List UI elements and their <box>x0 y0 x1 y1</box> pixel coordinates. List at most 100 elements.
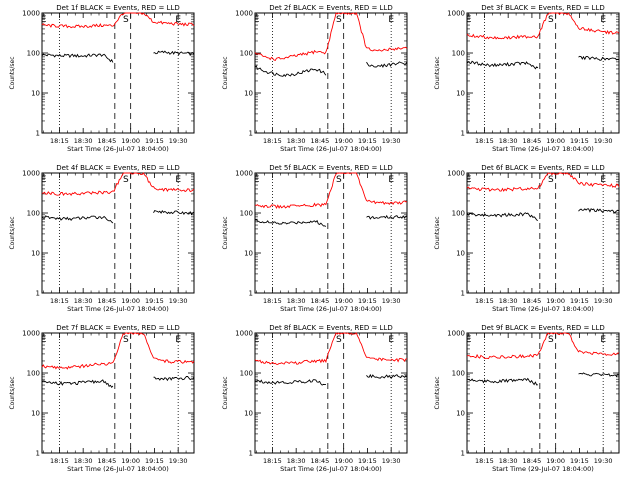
event-marker-label: S <box>336 15 342 25</box>
event-marker-label: S <box>123 175 129 185</box>
y-tick-label: 100 <box>27 370 40 378</box>
y-axis-label: Counts/sec <box>9 376 16 409</box>
events-series-line <box>578 372 620 378</box>
event-marker-label: E <box>600 15 606 25</box>
y-axis-label: Counts/sec <box>9 56 16 89</box>
event-marker-label: S <box>123 335 129 345</box>
plot-frame <box>254 172 408 294</box>
y-tick-label: 100 <box>240 370 253 378</box>
x-tick-label: 18:45 <box>98 137 117 145</box>
panel-7: Det 7f BLACK = Events, RED = LLD 1 10 100 10… <box>9 324 195 473</box>
event-marker-label: E <box>41 335 47 345</box>
panel-9: Det 9f BLACK = Events, RED = LLD 1 10 100 10… <box>434 324 620 473</box>
x-tick-label: 18:15 <box>475 137 494 145</box>
x-tick-label: 18:15 <box>50 297 69 305</box>
x-tick-label: 18:45 <box>523 297 542 305</box>
y-tick-label: 1 <box>36 130 40 138</box>
y-tick-label: 10 <box>31 250 40 258</box>
panel-3: Det 3f BLACK = Events, RED = LLD 1 10 100 10… <box>434 4 620 153</box>
plot-frame <box>466 172 620 294</box>
x-tick-label: 19:00 <box>546 457 565 465</box>
x-tick-label: 18:45 <box>311 137 330 145</box>
x-tick-label: 19:00 <box>334 297 353 305</box>
x-tick-label: 18:45 <box>98 297 117 305</box>
x-tick-label: 18:45 <box>98 457 117 465</box>
event-marker-label: S <box>336 335 342 345</box>
events-series-line <box>254 379 326 386</box>
x-tick-label: 18:30 <box>74 457 93 465</box>
event-marker-label: E <box>466 175 472 185</box>
x-tick-label: 19:30 <box>382 457 401 465</box>
panel-title: Det 3f BLACK = Events, RED = LLD <box>481 4 604 12</box>
y-tick-label: 1 <box>461 290 465 298</box>
event-marker-label: S <box>336 175 342 185</box>
x-tick-label: 18:30 <box>499 457 518 465</box>
x-tick-label: 18:15 <box>50 137 69 145</box>
y-tick-label: 1 <box>249 290 253 298</box>
y-tick-label: 1 <box>461 130 465 138</box>
y-tick-label: 1000 <box>235 10 253 18</box>
lld-series-line <box>254 172 407 210</box>
x-axis-label: Start Time (26-Jul-07 18:04:00) <box>280 145 382 153</box>
lld-series-line <box>42 172 195 197</box>
x-tick-label: 18:15 <box>263 457 282 465</box>
events-series-line <box>41 53 114 63</box>
panel-title: Det 8f BLACK = Events, RED = LLD <box>269 324 392 332</box>
lld-series-line <box>466 172 620 192</box>
y-tick-label: 10 <box>456 410 465 418</box>
y-tick-label: 100 <box>452 370 465 378</box>
x-tick-label: 19:30 <box>169 457 188 465</box>
plot-frame <box>466 332 620 454</box>
lld-series-line <box>41 332 195 370</box>
x-tick-label: 18:15 <box>475 457 494 465</box>
lld-series-line <box>466 332 620 360</box>
x-tick-label: 19:00 <box>121 297 140 305</box>
events-series-line <box>366 214 408 220</box>
event-marker-label: S <box>548 335 554 345</box>
panel-4: Det 4f BLACK = Events, RED = LLD 1 10 100 10… <box>9 164 195 313</box>
y-tick-label: 1000 <box>22 330 40 338</box>
panel-title: Det 4f BLACK = Events, RED = LLD <box>56 164 179 172</box>
event-marker-label: E <box>254 335 260 345</box>
y-tick-label: 10 <box>244 410 253 418</box>
plot-frame <box>254 332 408 454</box>
events-series-line <box>466 60 539 70</box>
events-series-line <box>578 55 620 61</box>
x-tick-label: 18:30 <box>499 137 518 145</box>
x-tick-label: 19:30 <box>382 297 401 305</box>
events-series-line <box>466 377 539 386</box>
panel-6: Det 6f BLACK = Events, RED = LLD 1 10 100 10… <box>434 164 620 313</box>
y-tick-label: 1000 <box>235 170 253 178</box>
event-marker-label: E <box>600 335 606 345</box>
panel-title: Det 9f BLACK = Events, RED = LLD <box>481 324 604 332</box>
x-tick-label: 18:15 <box>50 457 69 465</box>
plot-frame <box>254 12 408 134</box>
x-tick-label: 19:30 <box>594 457 613 465</box>
x-tick-label: 18:30 <box>287 297 306 305</box>
y-axis-label: Counts/sec <box>434 376 441 409</box>
events-series-line <box>366 373 408 379</box>
event-marker-label: E <box>388 15 394 25</box>
y-tick-label: 100 <box>240 50 253 58</box>
y-tick-label: 1 <box>461 450 465 458</box>
y-tick-label: 10 <box>456 90 465 98</box>
x-tick-label: 19:15 <box>145 457 164 465</box>
panel-2: Det 2f BLACK = Events, RED = LLD 1 10 100 10… <box>222 4 408 153</box>
event-marker-label: E <box>175 335 181 345</box>
x-tick-label: 19:15 <box>570 297 589 305</box>
plot-frame <box>466 12 620 134</box>
x-tick-label: 18:45 <box>523 457 542 465</box>
x-tick-label: 19:30 <box>169 297 188 305</box>
x-tick-label: 19:30 <box>594 297 613 305</box>
panel-title: Det 2f BLACK = Events, RED = LLD <box>269 4 392 12</box>
x-tick-label: 18:15 <box>263 137 282 145</box>
x-tick-label: 19:15 <box>145 137 164 145</box>
y-tick-label: 10 <box>244 250 253 258</box>
x-tick-label: 19:15 <box>570 137 589 145</box>
x-axis-label: Start Time (29-Jul-07 18:04:00) <box>492 465 594 473</box>
x-tick-label: 18:30 <box>287 457 306 465</box>
plot-frame <box>41 172 195 294</box>
x-axis-label: Start Time (26-Jul-07 18:04:00) <box>280 305 382 313</box>
x-tick-label: 19:30 <box>382 137 401 145</box>
events-series-line <box>254 65 327 77</box>
